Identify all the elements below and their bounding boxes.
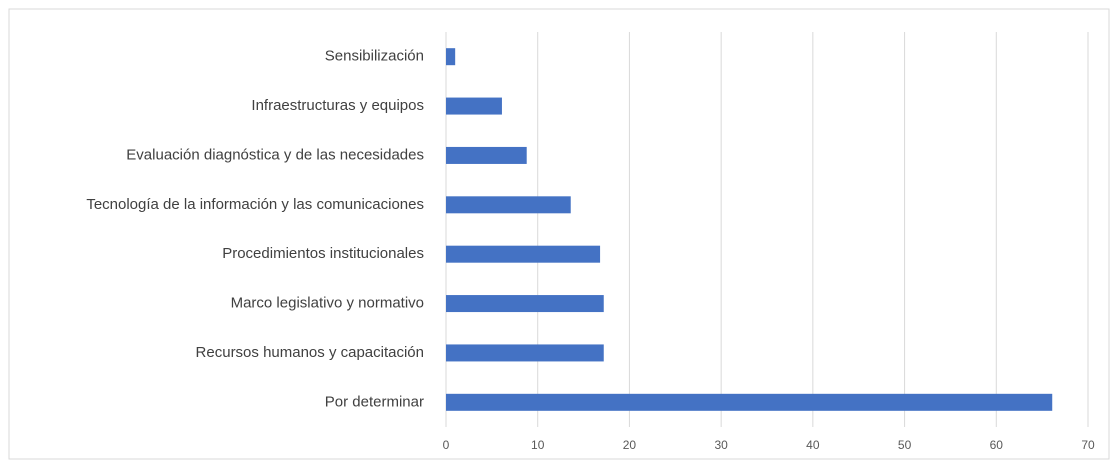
y-tick-label: Recursos humanos y capacitación <box>196 344 424 361</box>
bar <box>446 344 604 362</box>
x-tick-label: 10 <box>531 438 545 452</box>
x-tick-label: 0 <box>443 438 450 452</box>
y-tick-label: Evaluación diagnóstica y de las necesida… <box>126 146 424 163</box>
y-tick-label: Por determinar <box>325 393 424 410</box>
x-tick-label: 70 <box>1081 438 1095 452</box>
x-tick-label: 30 <box>714 438 728 452</box>
x-tick-label: 50 <box>898 438 912 452</box>
y-tick-label: Marco legislativo y normativo <box>231 295 424 312</box>
y-tick-label: Infraestructuras y equipos <box>251 97 424 114</box>
y-tick-label: Sensibilización <box>325 48 424 65</box>
bar <box>446 393 1053 411</box>
bar <box>446 245 601 263</box>
bar <box>446 295 604 313</box>
x-tick-label: 40 <box>806 438 820 452</box>
bar <box>446 48 456 66</box>
x-tick-label: 20 <box>623 438 637 452</box>
chart-frame <box>8 8 1110 460</box>
bar <box>446 97 502 115</box>
x-tick-label: 60 <box>990 438 1004 452</box>
bar <box>446 196 571 214</box>
bar <box>446 146 527 164</box>
y-tick-label: Procedimientos institucionales <box>222 245 424 262</box>
y-tick-label: Tecnología de la información y las comun… <box>86 196 424 213</box>
